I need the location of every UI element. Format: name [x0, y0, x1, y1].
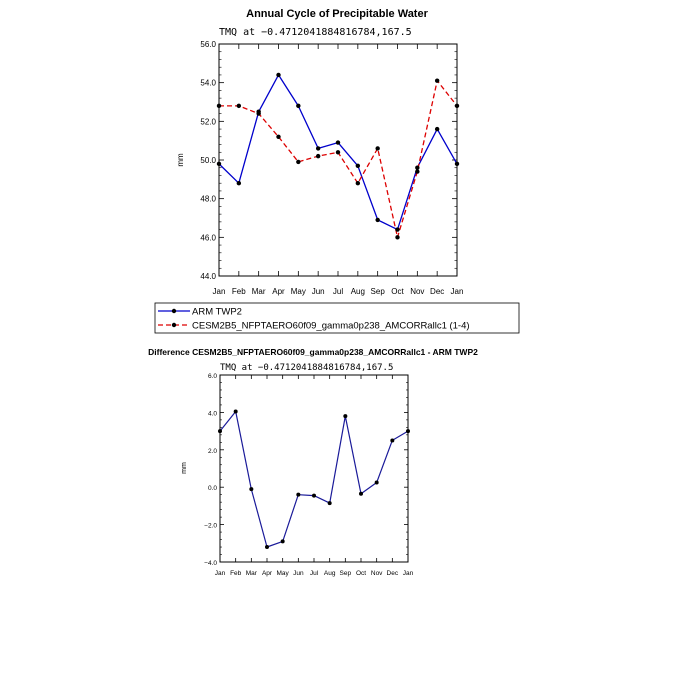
y-tick-label: 2.0 — [208, 448, 217, 455]
x-tick-label: Jan — [213, 287, 226, 296]
x-tick-label: Mar — [246, 570, 258, 577]
legend-marker-arm — [171, 308, 177, 314]
x-tick-label: Aug — [351, 287, 365, 296]
x-tick-label: Aug — [324, 570, 336, 577]
data-point — [256, 111, 261, 116]
x-tick-label: Jan — [451, 287, 464, 296]
data-point — [265, 545, 269, 550]
chart-title: Difference CESM2B5_NFPTAERO60f09_gamma0p… — [148, 347, 478, 357]
data-point — [236, 103, 242, 109]
data-point — [375, 146, 380, 151]
y-axis-label: mm — [176, 153, 185, 167]
x-tick-label: Sep — [371, 287, 386, 296]
y-tick-label: 50.0 — [200, 156, 216, 165]
data-point — [296, 103, 301, 109]
data-point — [390, 438, 395, 443]
plot-frame — [219, 374, 409, 563]
data-point — [296, 492, 301, 497]
x-tick-label: Sep — [340, 570, 352, 577]
x-tick-label: Dec — [430, 287, 444, 296]
data-point — [355, 163, 361, 168]
y-tick-label: 52.0 — [200, 117, 216, 126]
data-point — [415, 165, 420, 170]
legend-label-arm: ARM TWP2 — [192, 307, 242, 318]
y-tick-label: −4.0 — [204, 560, 217, 567]
data-point — [335, 150, 341, 155]
y-tick-label: 4.0 — [208, 410, 217, 417]
x-tick-label: Oct — [391, 287, 404, 296]
x-tick-label: Feb — [230, 570, 242, 577]
x-tick-label: Jul — [310, 570, 319, 577]
x-tick-label: Oct — [356, 570, 366, 577]
chart-subtitle: TMQ at −0.4712041884816784,167.5 — [220, 363, 393, 373]
x-tick-label: Jan — [215, 570, 226, 577]
annual-cycle-chart: Annual Cycle of Precipitable Water TMQ a… — [176, 8, 463, 296]
x-tick-label: Apr — [262, 570, 273, 577]
legend-label-cesm: CESM2B5_NFPTAERO60f09_gamma0p238_AMCORRa… — [192, 321, 470, 332]
data-point — [280, 539, 285, 544]
x-tick-label: Jun — [312, 287, 325, 296]
data-point — [236, 181, 242, 186]
y-tick-label: 0.0 — [208, 485, 217, 492]
y-tick-label: 6.0 — [208, 373, 217, 380]
legend-box — [154, 302, 520, 334]
data-point — [374, 480, 379, 485]
data-point — [276, 134, 281, 139]
data-point — [315, 146, 321, 151]
y-tick-label: 56.0 — [200, 40, 216, 49]
tick-layer: 44.0 46.0 48.0 50.0 52.0 54.0 56.0 Jan Feb Mar Apr… — [200, 40, 463, 296]
y-tick-label: −2.0 — [204, 523, 217, 530]
data-point — [359, 491, 363, 496]
data-point — [335, 140, 341, 145]
data-point — [233, 409, 238, 414]
data-point — [249, 487, 254, 492]
x-tick-label: Jun — [293, 570, 304, 577]
x-tick-label: Feb — [232, 287, 246, 296]
difference-chart: Difference CESM2B5_NFPTAERO60f09_gamma0p… — [148, 347, 478, 577]
x-tick-label: May — [291, 287, 306, 296]
plot-frame — [218, 43, 458, 277]
y-tick-label: 44.0 — [200, 272, 216, 281]
data-point — [395, 235, 400, 240]
x-tick-label: Dec — [387, 570, 399, 577]
x-tick-label: May — [277, 570, 290, 577]
data-point — [375, 217, 380, 223]
x-tick-label: Apr — [272, 287, 285, 296]
x-tick-label: Mar — [252, 287, 266, 296]
x-tick-label: Jul — [333, 287, 343, 296]
x-tick-label: Nov — [371, 570, 383, 577]
data-point — [296, 159, 301, 165]
data-point — [276, 72, 281, 78]
y-tick-label: 54.0 — [200, 79, 216, 88]
chart-subtitle: TMQ at −0.4712041884816784,167.5 — [219, 27, 412, 38]
data-point — [315, 153, 321, 159]
data-point — [395, 227, 400, 232]
data-point — [327, 501, 332, 506]
x-tick-label: Nov — [410, 287, 424, 296]
data-point — [343, 414, 348, 419]
y-tick-label: 46.0 — [200, 233, 216, 242]
data-point — [355, 181, 361, 186]
y-axis-label: mm — [181, 462, 188, 474]
data-point — [434, 78, 440, 83]
x-tick-label: Jan — [403, 570, 414, 577]
legend: ARM TWP2 CESM2B5_NFPTAERO60f09_gamma0p23… — [154, 302, 520, 334]
y-tick-label: 48.0 — [200, 195, 216, 204]
data-point — [434, 126, 440, 132]
data-point — [415, 169, 420, 174]
legend-marker-cesm — [171, 322, 177, 328]
series-layer — [218, 409, 410, 550]
chart-title: Annual Cycle of Precipitable Water — [246, 8, 428, 20]
data-point — [312, 493, 316, 498]
